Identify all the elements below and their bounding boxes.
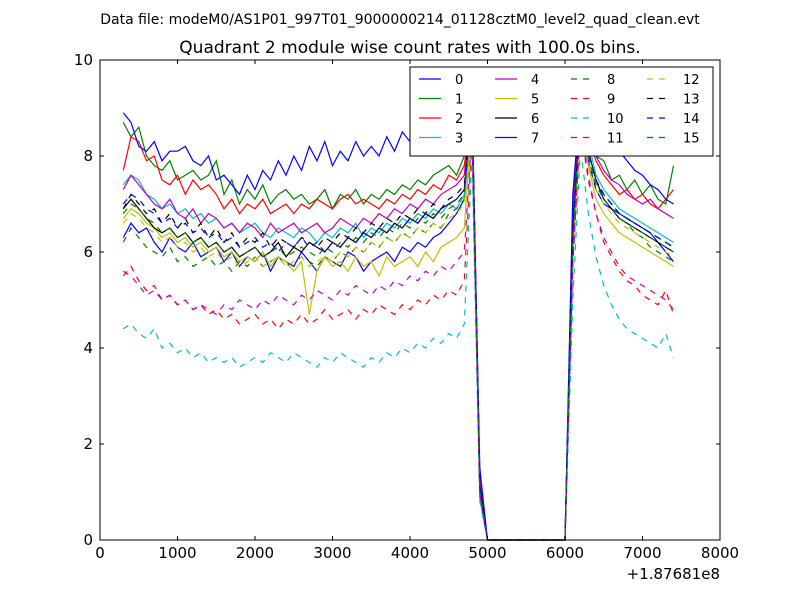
legend-label-5: 5	[531, 93, 539, 108]
series-line-11	[122, 122, 674, 541]
legend-frame	[409, 66, 714, 157]
legend-label-13: 13	[683, 93, 700, 108]
x-tick-label: 7000	[623, 544, 661, 562]
legend-label-12: 12	[683, 73, 700, 88]
legend-label-14: 14	[683, 112, 700, 127]
y-tick-label: 0	[83, 531, 93, 549]
legend-label-6: 6	[531, 112, 539, 127]
x-tick-label: 6000	[546, 544, 584, 562]
y-tick-label: 10	[74, 51, 93, 69]
series-line-12	[122, 117, 674, 541]
legend-label-15: 15	[683, 132, 700, 147]
figure-suptitle: Data file: modeM0/AS1P01_997T01_90000002…	[100, 12, 700, 28]
series-line-15	[122, 112, 674, 541]
x-tick-label: 1000	[158, 544, 196, 562]
x-axis-offset-label: +1.87681e8	[627, 565, 720, 583]
legend-label-8: 8	[607, 73, 615, 88]
x-tick-label: 4000	[391, 544, 429, 562]
x-tick-label: 3000	[313, 544, 351, 562]
legend-label-1: 1	[455, 93, 463, 108]
legend-label-7: 7	[531, 132, 539, 147]
legend-label-4: 4	[531, 73, 539, 88]
legend-label-2: 2	[455, 112, 463, 127]
y-tick-label: 8	[83, 147, 93, 165]
chart-title: Quadrant 2 module wise count rates with …	[179, 38, 640, 58]
x-tick-label: 0	[95, 544, 105, 562]
x-tick-label: 5000	[468, 544, 506, 562]
series-line-14	[122, 107, 674, 541]
y-tick-label: 4	[83, 339, 93, 357]
legend-label-0: 0	[455, 73, 463, 88]
x-tick-label: 2000	[236, 544, 274, 562]
legend-label-10: 10	[607, 112, 624, 127]
legend-label-3: 3	[455, 132, 463, 147]
x-tick-label: 8000	[701, 544, 739, 562]
series-line-10	[122, 146, 675, 541]
y-tick-label: 6	[83, 243, 93, 261]
legend-label-9: 9	[607, 93, 615, 108]
y-tick-label: 2	[83, 435, 93, 453]
legend-label-11: 11	[607, 132, 624, 147]
